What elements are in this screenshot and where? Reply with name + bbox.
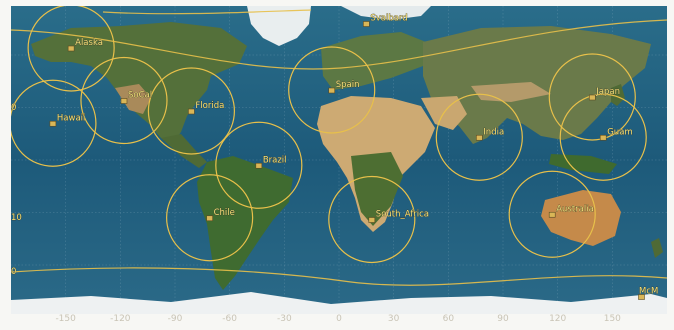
- orbit-track-north: [11, 19, 667, 70]
- station-label: Australia: [556, 204, 594, 214]
- ground-station-icon: [67, 45, 75, 52]
- coverage-ring-brazil: [215, 121, 303, 209]
- left-edge-label: 0: [11, 103, 16, 113]
- station-brazil[interactable]: Brazil: [255, 155, 287, 169]
- arctic-ice: [341, 6, 431, 20]
- station-mcmurdo[interactable]: McM: [638, 286, 659, 300]
- ground-station-icon: [363, 21, 370, 27]
- ground-station-icon: [548, 211, 556, 218]
- world-map[interactable]: Svalbard Alaska Hawaii SoCal Florida Spain Ind…: [11, 6, 667, 314]
- station-label: Florida: [195, 101, 224, 111]
- new-zealand: [651, 238, 663, 258]
- x-tick-label: 0: [336, 314, 342, 324]
- x-tick-label: 90: [497, 314, 509, 324]
- x-tick-label: 30: [387, 314, 400, 324]
- left-edge-label: 10: [11, 213, 22, 223]
- ground-station-icon: [638, 294, 645, 300]
- himalaya: [471, 82, 551, 102]
- x-tick-label: -150: [55, 314, 76, 324]
- ground-station-icon: [49, 120, 57, 127]
- coverage-ring-chile: [166, 174, 254, 262]
- x-tick-label: -60: [222, 314, 238, 324]
- europe: [321, 32, 431, 90]
- ground-stations[interactable]: Svalbard Alaska Hawaii SoCal Florida Spain Ind…: [49, 13, 659, 300]
- x-tick-label: -90: [167, 314, 183, 324]
- station-label: South_Africa: [376, 210, 429, 220]
- station-label: Alaska: [75, 38, 103, 48]
- x-tick-label: 120: [549, 314, 567, 324]
- ground-station-icon: [328, 87, 336, 94]
- x-tick-label: -120: [110, 314, 131, 324]
- station-label: Chile: [214, 208, 235, 218]
- station-label: Hawaii: [57, 113, 85, 123]
- coverage-ring-japan: [548, 53, 636, 141]
- asia: [423, 26, 651, 144]
- coverage-ring-spain: [288, 46, 376, 134]
- coverage-ring-alaska: [27, 6, 115, 92]
- central-america: [161, 134, 207, 168]
- ground-station-icon: [120, 98, 128, 104]
- station-label: Brazil: [263, 155, 287, 165]
- coverage-ring-hawaii: [11, 79, 97, 167]
- station-guam[interactable]: Guam: [599, 127, 633, 141]
- station-australia[interactable]: Australia: [548, 204, 594, 218]
- x-tick-label: -30: [276, 314, 292, 324]
- station-label: Japan: [595, 87, 620, 97]
- coverage-ring-south_africa: [328, 175, 416, 264]
- station-japan[interactable]: Japan: [588, 87, 620, 101]
- station-alaska[interactable]: Alaska: [67, 38, 103, 52]
- station-socal[interactable]: SoCal: [120, 90, 152, 104]
- station-florida[interactable]: Florida: [188, 101, 225, 115]
- station-hawaii[interactable]: Hawaii: [49, 113, 86, 127]
- ground-station-icon: [368, 217, 376, 223]
- ground-station-icon: [206, 215, 213, 222]
- station-spain[interactable]: Spain: [328, 80, 360, 94]
- africa-green: [351, 152, 403, 226]
- orbit-track-arc: [102, 9, 312, 15]
- station-india[interactable]: India: [476, 127, 504, 141]
- station-label: Svalbard: [370, 14, 407, 24]
- station-label: Guam: [607, 127, 632, 137]
- coverage-ring-guam: [559, 93, 647, 181]
- station-label: McM: [639, 287, 658, 297]
- station-label: SoCal: [128, 91, 152, 101]
- coverage-ring-florida: [147, 67, 235, 155]
- south-america: [197, 156, 293, 290]
- ground-station-icon: [588, 94, 596, 101]
- coverage-ring-india: [435, 93, 523, 181]
- orbit-track-south: [11, 267, 667, 286]
- greenland: [247, 6, 311, 46]
- station-label: India: [483, 127, 504, 137]
- orbit-tracks: [11, 9, 667, 286]
- station-chile[interactable]: Chile: [206, 207, 235, 222]
- ground-station-icon: [476, 134, 483, 141]
- japan: [611, 84, 625, 106]
- left-edge-label: 0: [11, 267, 16, 277]
- coverage-ring-socal: [80, 56, 168, 145]
- station-label: Spain: [336, 80, 360, 90]
- australia: [541, 190, 621, 246]
- ground-station-icon: [599, 134, 607, 141]
- x-tick-label: 60: [442, 314, 455, 324]
- us-desert: [115, 84, 151, 114]
- ground-station-icon: [188, 108, 195, 115]
- antarctica: [11, 292, 667, 314]
- coverage-ring-australia: [508, 170, 596, 258]
- ground-station-icon: [255, 162, 263, 169]
- x-tick-label: 150: [603, 314, 621, 324]
- coverage-rings: [11, 6, 647, 264]
- station-svalbard[interactable]: Svalbard: [363, 13, 408, 27]
- station-south_africa[interactable]: South_Africa: [368, 209, 429, 223]
- longitude-axis: -150 -120 -90 -60 -30 0 30 60 90 120 150: [11, 314, 667, 330]
